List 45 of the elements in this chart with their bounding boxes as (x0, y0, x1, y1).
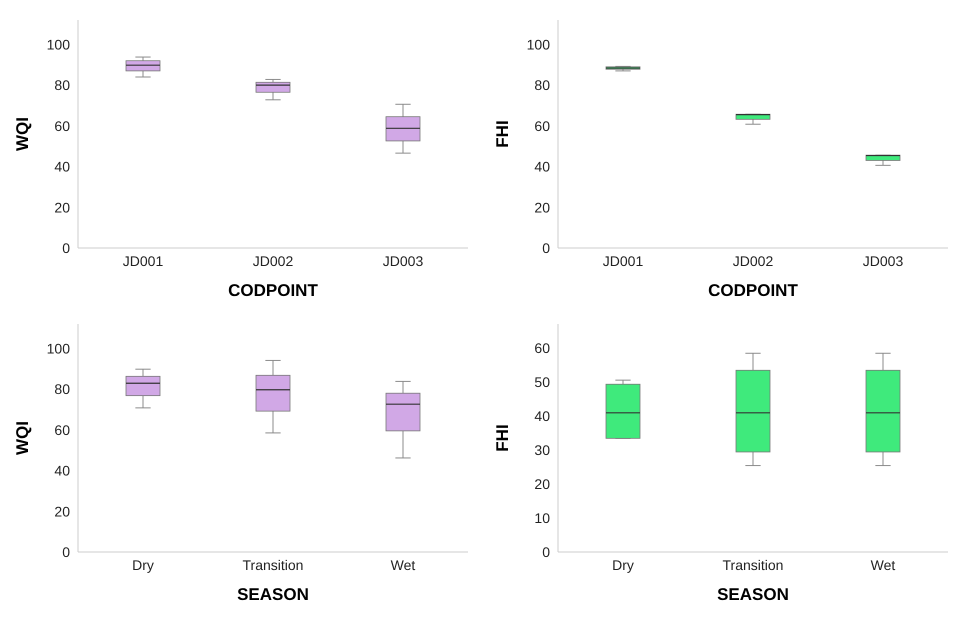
x-tick-label: JD002 (252, 252, 294, 269)
y-tick-label: 60 (534, 118, 550, 134)
y-tick-label: 80 (54, 381, 70, 398)
x-tick-label: Wet (870, 556, 896, 573)
y-tick-label: 40 (54, 462, 70, 479)
y-tick-label: 100 (46, 36, 70, 52)
y-tick-label: 100 (526, 36, 550, 52)
y-tick-label: 10 (534, 510, 550, 526)
y-tick-label: 80 (54, 77, 70, 94)
y-tick-label: 0 (62, 240, 70, 256)
y-tick-label: 30 (534, 442, 550, 458)
x-axis-title: CODPOINT (708, 281, 798, 300)
x-tick-label: Transition (242, 556, 304, 573)
y-tick-label: 60 (54, 422, 70, 438)
y-tick-label: 40 (534, 158, 550, 175)
y-tick-label: 60 (54, 118, 70, 134)
y-tick-label: 50 (534, 374, 550, 390)
x-axis-title: SEASON (237, 585, 309, 604)
x-tick-label: Wet (390, 556, 416, 573)
x-tick-label: JD002 (732, 252, 774, 269)
x-tick-label: Dry (132, 556, 154, 573)
x-tick-label: JD001 (122, 252, 164, 269)
y-tick-label: 20 (534, 199, 550, 216)
x-tick-label: JD003 (862, 252, 904, 269)
x-tick-label: Transition (722, 556, 784, 573)
y-tick-label: 20 (534, 476, 550, 492)
y-axis-title: FHI (493, 120, 512, 148)
y-tick-label: 0 (542, 544, 550, 560)
x-axis-title: SEASON (717, 585, 789, 604)
x-tick-label: Dry (612, 556, 634, 573)
y-tick-label: 0 (542, 240, 550, 256)
y-tick-label: 80 (534, 77, 550, 94)
y-axis-title: WQI (13, 421, 32, 455)
y-tick-label: 20 (54, 503, 70, 520)
y-tick-label: 20 (54, 199, 70, 216)
y-tick-label: 60 (534, 340, 550, 356)
x-axis-title: CODPOINT (228, 281, 318, 300)
y-tick-label: 40 (54, 158, 70, 175)
x-tick-label: JD003 (382, 252, 424, 269)
y-tick-label: 100 (46, 340, 70, 356)
x-tick-label: JD001 (602, 252, 644, 269)
y-tick-label: 40 (534, 408, 550, 424)
y-axis-title: FHI (493, 424, 512, 452)
y-axis-title: WQI (13, 117, 32, 151)
y-tick-label: 0 (62, 544, 70, 560)
